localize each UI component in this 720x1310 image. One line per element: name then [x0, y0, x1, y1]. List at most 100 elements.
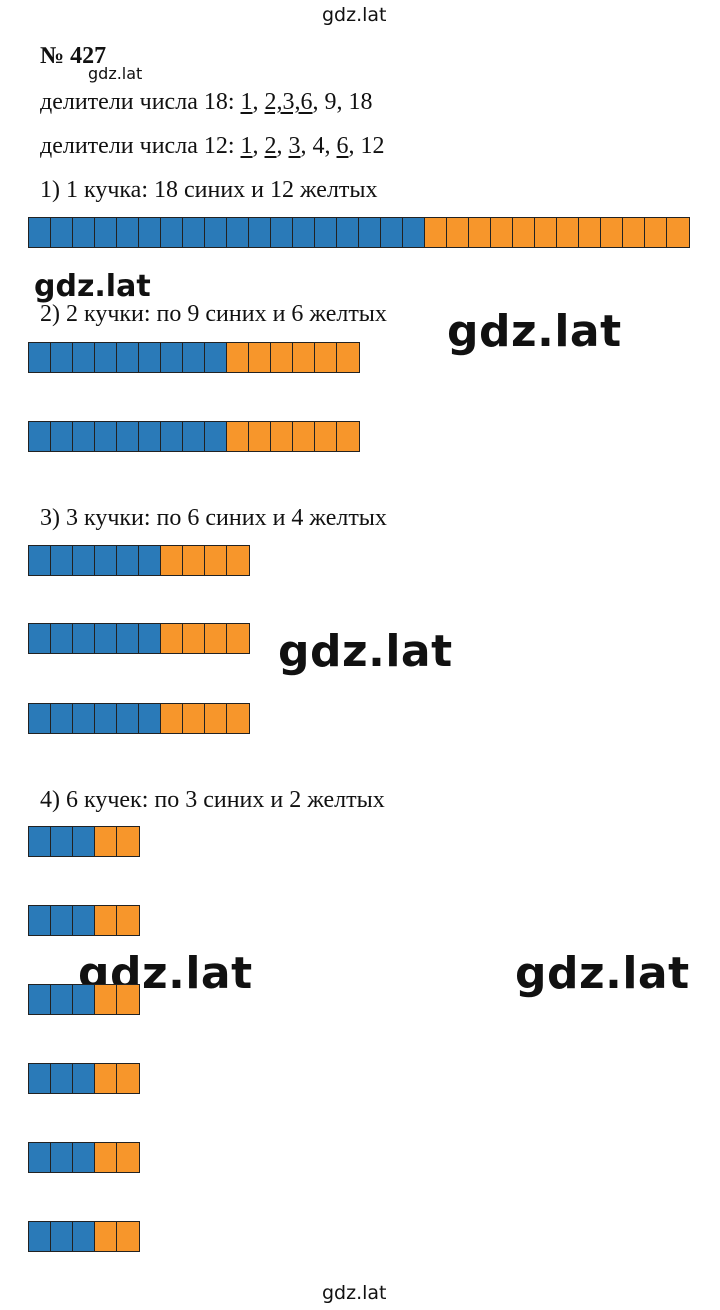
yellow-item	[249, 343, 271, 372]
yellow-item	[579, 218, 601, 247]
blue-item	[205, 343, 227, 372]
blue-item	[73, 704, 95, 733]
separator: ,	[276, 133, 289, 159]
pile-bar-case-4-6	[28, 1221, 140, 1252]
pile-bar-case-4-5	[28, 1142, 140, 1173]
yellow-item	[425, 218, 447, 247]
blue-item	[139, 422, 161, 451]
pile-bar-case-3-1	[28, 545, 250, 576]
watermark-bottom: gdz.lat	[322, 1282, 387, 1304]
watermark-center: gdz.lat	[278, 626, 453, 677]
pile-bar-case-4-1	[28, 826, 140, 857]
case-1-label: 1) 1 кучка: 18 синих и 12 желтых	[40, 177, 378, 203]
yellow-item	[227, 704, 249, 733]
pile-bar-case-4-3	[28, 984, 140, 1015]
yellow-item	[95, 1222, 117, 1251]
watermark-under-title: gdz.lat	[88, 64, 143, 83]
blue-item	[29, 422, 51, 451]
blue-item	[73, 1143, 95, 1172]
divisor-rest: , 9, 18	[312, 89, 373, 115]
yellow-item	[491, 218, 513, 247]
blue-item	[51, 906, 73, 935]
yellow-item	[161, 546, 183, 575]
yellow-item	[161, 704, 183, 733]
blue-item	[95, 546, 117, 575]
divisor-item: 3	[288, 133, 301, 159]
blue-item	[117, 218, 139, 247]
case-2-label: 2) 2 кучки: по 9 синих и 6 желтых	[40, 301, 387, 327]
blue-item	[73, 343, 95, 372]
blue-item	[139, 218, 161, 247]
divisor-item: 2,3,6	[264, 89, 313, 115]
yellow-item	[227, 422, 249, 451]
blue-item	[117, 704, 139, 733]
blue-item	[51, 624, 73, 653]
yellow-item	[293, 422, 315, 451]
blue-item	[271, 218, 293, 247]
blue-item	[51, 1222, 73, 1251]
yellow-item	[469, 218, 491, 247]
blue-item	[381, 218, 403, 247]
yellow-item	[117, 906, 139, 935]
yellow-item	[337, 343, 359, 372]
watermark-top: gdz.lat	[322, 4, 387, 26]
yellow-item	[227, 343, 249, 372]
yellow-item	[95, 906, 117, 935]
blue-item	[161, 343, 183, 372]
pile-bar-case-1-1	[28, 217, 690, 248]
yellow-item	[183, 546, 205, 575]
case-3-label: 3) 3 кучки: по 6 синих и 4 желтых	[40, 505, 387, 531]
blue-item	[315, 218, 337, 247]
blue-item	[73, 422, 95, 451]
blue-item	[29, 218, 51, 247]
separator: , 4,	[300, 133, 337, 159]
blue-item	[359, 218, 381, 247]
yellow-item	[337, 422, 359, 451]
blue-item	[51, 343, 73, 372]
blue-item	[51, 985, 73, 1014]
blue-item	[51, 827, 73, 856]
blue-item	[51, 704, 73, 733]
divisors-18-line: делители числа 18: 1, 2,3,6, 9, 18	[40, 90, 373, 114]
blue-item	[95, 218, 117, 247]
blue-item	[205, 218, 227, 247]
pile-bar-case-2-2	[28, 421, 360, 452]
yellow-item	[557, 218, 579, 247]
watermark-right-mid: gdz.lat	[447, 306, 622, 357]
yellow-item	[117, 1143, 139, 1172]
blue-item	[73, 624, 95, 653]
watermark-lower-right: gdz.lat	[515, 948, 690, 999]
yellow-item	[535, 218, 557, 247]
blue-item	[29, 1222, 51, 1251]
divisors-12-line: делители числа 12: 1, 2, 3, 4, 6, 12	[40, 134, 385, 158]
blue-item	[337, 218, 359, 247]
blue-item	[51, 546, 73, 575]
yellow-item	[117, 1064, 139, 1093]
blue-item	[117, 546, 139, 575]
divisor-rest: , 12	[348, 133, 385, 159]
yellow-item	[117, 827, 139, 856]
problem-number: № 427	[40, 43, 107, 69]
blue-item	[73, 1222, 95, 1251]
divisors-12-prefix: делители числа 12:	[40, 133, 241, 159]
divisors-18-prefix: делители числа 18:	[40, 89, 241, 115]
blue-item	[51, 422, 73, 451]
blue-item	[29, 985, 51, 1014]
blue-item	[73, 546, 95, 575]
watermark-left-mid: gdz.lat	[34, 269, 151, 304]
separator: ,	[252, 89, 265, 115]
blue-item	[73, 218, 95, 247]
yellow-item	[293, 343, 315, 372]
blue-item	[95, 422, 117, 451]
blue-item	[29, 704, 51, 733]
blue-item	[51, 218, 73, 247]
blue-item	[29, 1064, 51, 1093]
yellow-item	[95, 985, 117, 1014]
blue-item	[29, 827, 51, 856]
yellow-item	[227, 546, 249, 575]
yellow-item	[667, 218, 689, 247]
yellow-item	[183, 624, 205, 653]
divisor-item: 2	[264, 133, 277, 159]
blue-item	[139, 343, 161, 372]
yellow-item	[315, 422, 337, 451]
